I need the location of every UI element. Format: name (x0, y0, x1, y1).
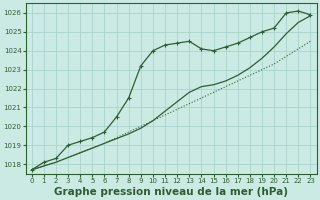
X-axis label: Graphe pression niveau de la mer (hPa): Graphe pression niveau de la mer (hPa) (54, 187, 288, 197)
